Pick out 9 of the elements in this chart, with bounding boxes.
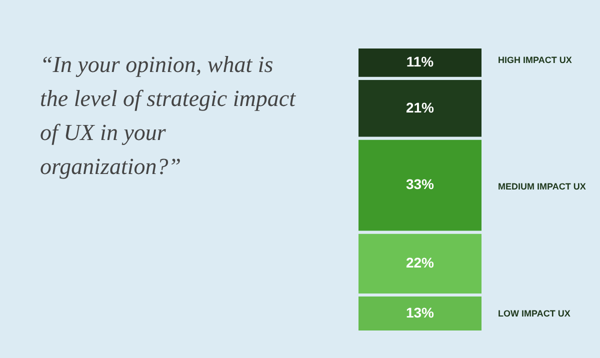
data-label: 21% [406,99,435,116]
text: “In your opinion, what is the level of strategic impact of UX in your organization?” [40,51,297,181]
data-label: 33% [406,176,435,192]
text: HIGH IMPACT UX [498,54,572,65]
data-label: 13% [406,304,435,320]
data-label: 22% [406,254,435,271]
data-label: 11% [406,54,434,70]
text: MEDIUM IMPACT UX [498,182,586,192]
text: LOW IMPACT UX [498,308,570,318]
